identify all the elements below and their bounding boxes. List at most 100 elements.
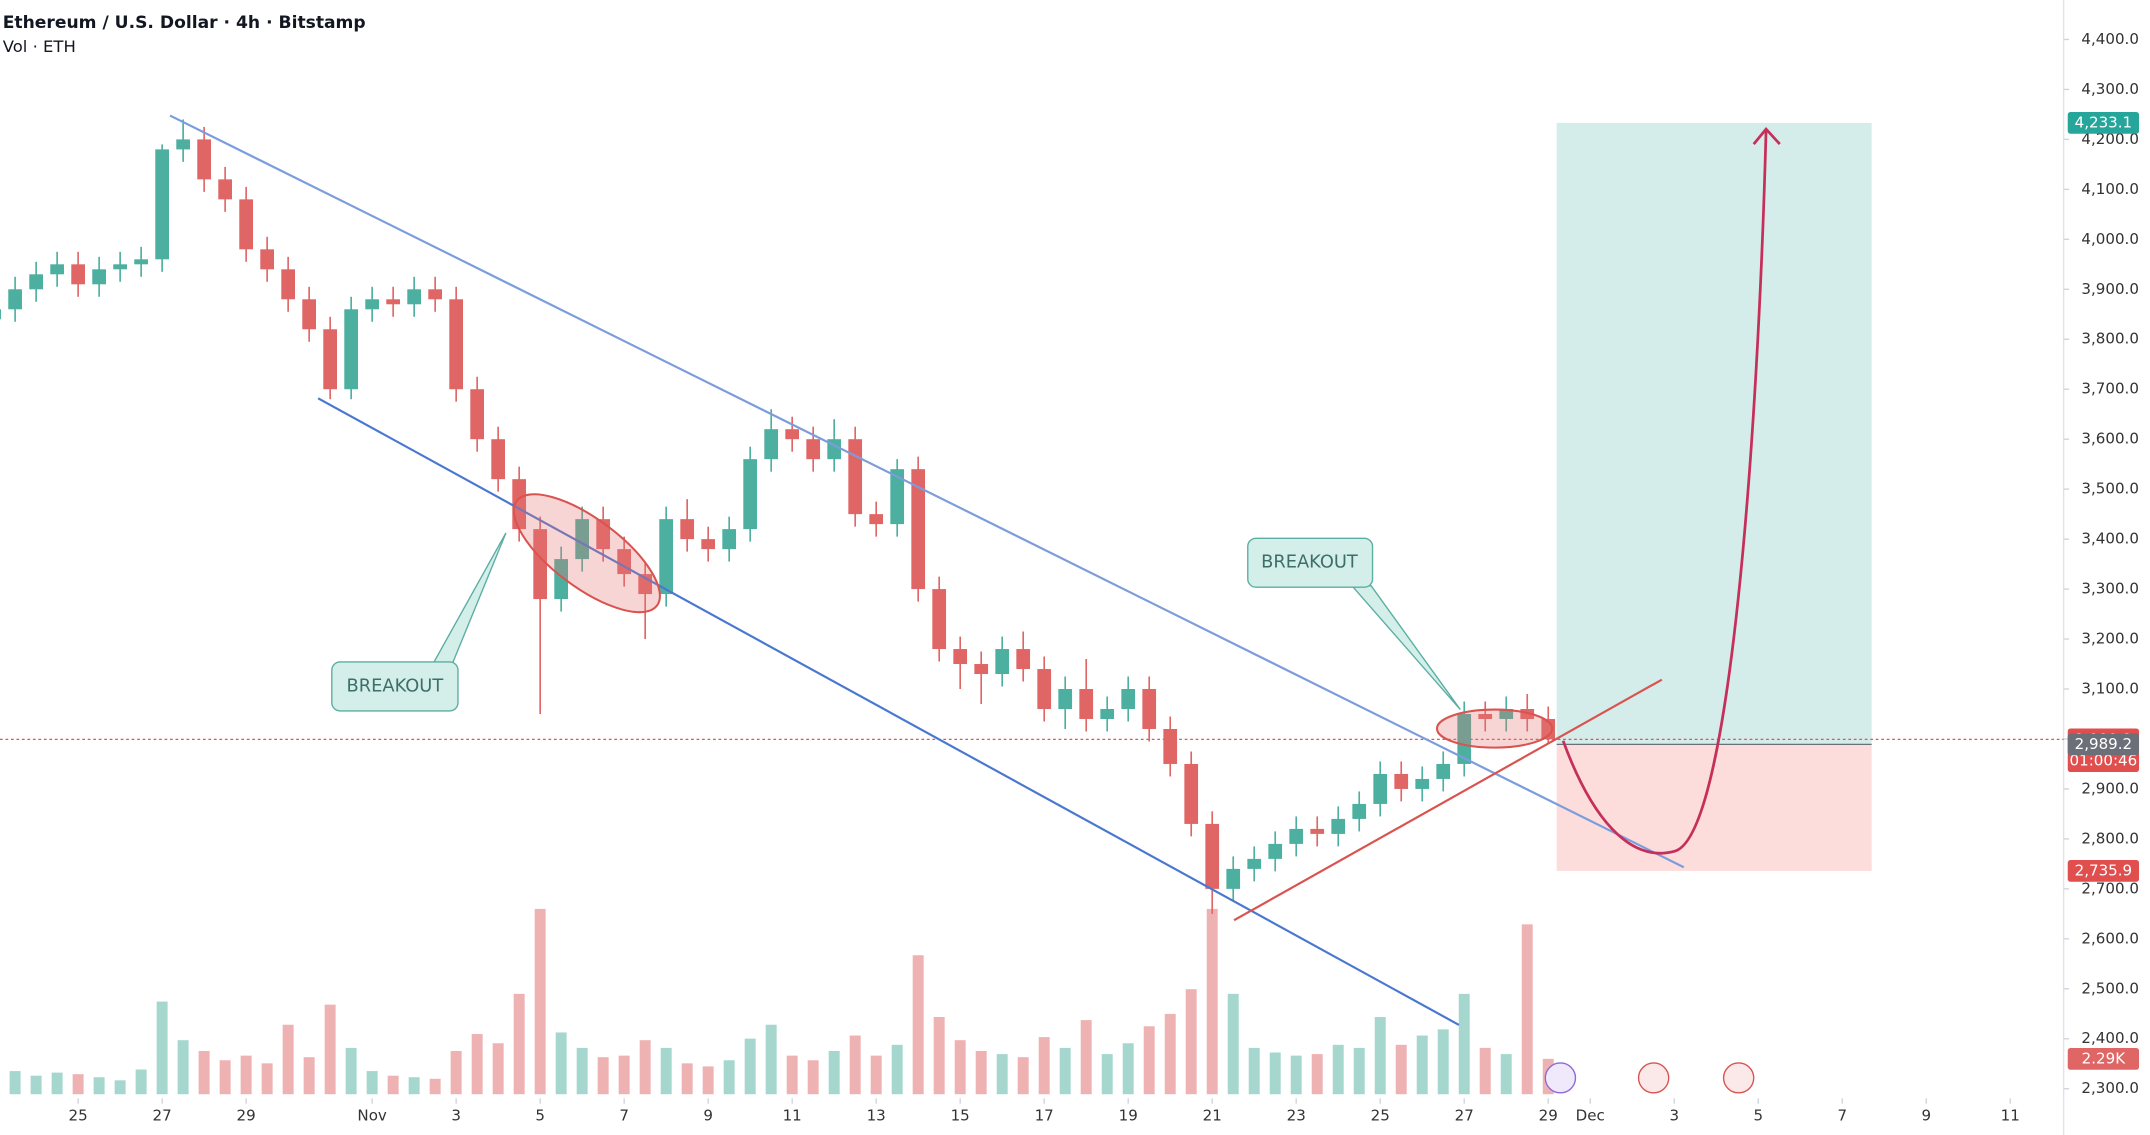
breakout-ellipse	[512, 493, 661, 614]
volume-bar	[156, 1001, 168, 1095]
volume-bar	[1332, 1044, 1344, 1095]
callout-box	[1247, 537, 1374, 588]
volume-bar	[177, 1040, 189, 1095]
volume-bar	[849, 1035, 861, 1095]
volume-bar	[1437, 1029, 1449, 1095]
volume-bar	[1248, 1047, 1260, 1095]
price-tag-label: 2,735.9	[2075, 861, 2133, 879]
x-tick-label: 25	[1371, 1107, 1390, 1125]
x-tick-label: 29	[237, 1107, 256, 1125]
volume-bar	[1479, 1047, 1491, 1095]
volume-bar	[786, 1055, 798, 1095]
volume-bar	[408, 1077, 420, 1095]
candle-body	[29, 274, 43, 290]
volume-bar	[240, 1055, 252, 1095]
candle-body	[1121, 689, 1136, 709]
volume-bar	[681, 1063, 693, 1095]
candle-body	[533, 529, 548, 600]
candle-body	[995, 649, 1010, 675]
callout-box	[331, 661, 459, 712]
y-tick-label: 3,800.0	[2081, 330, 2139, 348]
candle-body	[1289, 828, 1304, 844]
candle-body	[575, 519, 590, 560]
volume-bar	[366, 1071, 378, 1095]
y-tick-label: 4,300.0	[2081, 80, 2139, 98]
channel-upper	[169, 114, 1685, 869]
y-tick-label: 3,400.0	[2081, 530, 2139, 548]
candle-body	[8, 289, 22, 310]
candle-body	[1373, 773, 1388, 804]
x-tick-label: 17	[1035, 1107, 1054, 1125]
price-tag-label: 4,233.1	[2075, 113, 2133, 131]
volume-bar	[1395, 1044, 1407, 1095]
legend-bg	[0, 0, 357, 60]
x-tick-label: 5	[535, 1107, 545, 1125]
candle-body	[1079, 689, 1094, 719]
x-tick-label: 25	[69, 1107, 88, 1125]
volume-bar	[1185, 989, 1197, 1095]
volume-bar	[744, 1038, 756, 1095]
volume-bar	[765, 1024, 777, 1095]
y-tick-label: 2,700.0	[2081, 879, 2139, 897]
volume-bar	[135, 1069, 147, 1095]
position-tool	[0, 122, 2064, 871]
candle-body	[0, 309, 1, 320]
volume-bar	[1521, 924, 1533, 1095]
y-tick-label: 2,800.0	[2081, 829, 2139, 847]
y-tick-label: 2,900.0	[2081, 779, 2139, 797]
candle-body	[701, 539, 716, 550]
volume-bar	[639, 1040, 651, 1095]
volume-bar	[807, 1060, 819, 1095]
volume-bar	[891, 1044, 903, 1095]
volume-bar	[1374, 1017, 1386, 1095]
candle-body	[722, 529, 737, 550]
candle-body	[1457, 713, 1472, 764]
volume-bar	[492, 1043, 504, 1095]
volume-bar	[114, 1080, 126, 1095]
candle-body	[1058, 689, 1073, 709]
event-icon[interactable]	[1637, 1062, 1670, 1094]
event-icon[interactable]	[1544, 1062, 1577, 1094]
volume-bar	[1059, 1047, 1071, 1095]
volume-bar	[1353, 1047, 1365, 1095]
candle-body	[1436, 763, 1451, 779]
volume-bar	[1038, 1037, 1050, 1095]
candle-body	[1310, 828, 1325, 834]
volume-bar	[597, 1057, 609, 1095]
volume-pane	[9, 908, 1554, 1095]
candle-body	[1016, 649, 1031, 670]
y-tick-label: 3,200.0	[2081, 630, 2139, 648]
candle-body	[134, 259, 148, 265]
y-tick-label: 2,600.0	[2081, 929, 2139, 947]
candle-body	[491, 439, 506, 480]
volume-bar	[870, 1055, 882, 1095]
volume-bar	[1143, 1026, 1155, 1095]
candle-body	[974, 664, 989, 675]
candle-body	[1184, 763, 1199, 824]
x-tick-label: 5	[1753, 1107, 1763, 1125]
volume-bar	[1500, 1054, 1512, 1095]
volume-bar	[828, 1050, 840, 1095]
x-tick-label: 15	[951, 1107, 970, 1125]
price-tag	[2067, 860, 2140, 882]
candle-body	[302, 299, 316, 330]
callout-text: BREAKOUT	[347, 676, 444, 696]
candle-body	[1499, 708, 1514, 719]
candle-body	[281, 269, 295, 300]
x-tick-label: 3	[1669, 1107, 1679, 1125]
candle-body	[218, 179, 232, 200]
candle-body	[806, 439, 821, 460]
x-tick-label: 23	[1287, 1107, 1306, 1125]
volume-bar	[1311, 1054, 1323, 1095]
candle-body	[512, 479, 527, 530]
candle-body	[1520, 708, 1535, 719]
volume-bar	[1017, 1057, 1029, 1095]
candle-body	[71, 264, 85, 285]
candle-body	[239, 199, 253, 250]
price-tag-label: 2,989.2	[2075, 735, 2133, 753]
event-icon[interactable]	[1722, 1062, 1755, 1094]
y-tick-label: 2,400.0	[2081, 1029, 2139, 1047]
volume-bar	[30, 1075, 42, 1095]
candle-body	[197, 139, 211, 180]
